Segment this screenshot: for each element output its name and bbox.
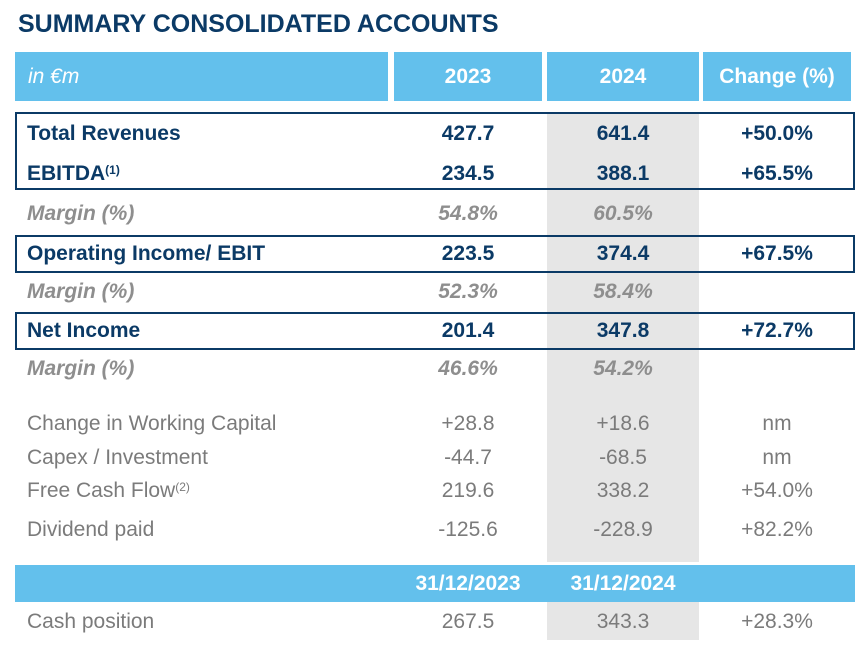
- value-2023: 267.5: [441, 610, 495, 633]
- value-2024: 54.2%: [593, 357, 653, 380]
- row-label: EBITDA (1): [27, 162, 120, 185]
- value-2024: 343.3: [596, 610, 650, 633]
- year-2024-header: 2024: [547, 52, 699, 101]
- table-row: Free Cash Flow (2) 219.6 338.2 +54.0%: [0, 474, 865, 508]
- row-label: Cash position: [27, 610, 155, 633]
- value-2024: 374.4: [596, 242, 650, 265]
- change-value: [703, 352, 851, 386]
- date-2024-header: 31/12/2024: [570, 571, 676, 595]
- cash-date-header: 31/12/2023 31/12/2024: [15, 565, 855, 602]
- value-2024: 641.4: [596, 122, 650, 145]
- row-label: Margin (%): [27, 280, 135, 303]
- value-2023: 46.6%: [438, 357, 498, 380]
- unit-header: in €m: [15, 52, 388, 101]
- row-label: Total Revenues: [27, 122, 181, 145]
- value-2024: 58.4%: [593, 280, 653, 303]
- row-label: Net Income: [27, 319, 141, 342]
- net-income-box: [15, 312, 855, 350]
- change-value: +50.0%: [741, 122, 813, 145]
- value-2023: -44.7: [444, 446, 492, 469]
- change-value: nm: [762, 446, 792, 469]
- row-label: Change in Working Capital: [27, 412, 277, 435]
- cash-position-row: Cash position 267.5 343.3 +28.3%: [0, 605, 865, 639]
- value-2023: 223.5: [441, 242, 495, 265]
- table-row: Operating Income/ EBIT 223.5 374.4 +67.5…: [0, 237, 865, 271]
- table-row: Change in Working Capital +28.8 +18.6 nm: [0, 407, 865, 441]
- value-2024: -228.9: [593, 518, 653, 541]
- date-2023-header: 31/12/2023: [415, 571, 521, 595]
- ebit-box: [15, 235, 855, 273]
- value-2024: 388.1: [596, 162, 650, 185]
- table-row: Margin (%) 46.6% 54.2%: [0, 352, 865, 386]
- change-value: +28.3%: [741, 610, 813, 633]
- row-label: Margin (%): [27, 357, 135, 380]
- value-2024: 60.5%: [593, 202, 653, 225]
- value-2023: 427.7: [441, 122, 495, 145]
- table-row: Margin (%) 54.8% 60.5%: [0, 197, 865, 231]
- change-value: [703, 275, 851, 309]
- value-2023: 54.8%: [438, 202, 498, 225]
- year-2023-header: 2023: [394, 52, 542, 101]
- column-2024-shading: [547, 112, 699, 562]
- table-row: Total Revenues 427.7 641.4 +50.0%: [0, 117, 865, 151]
- footnote-marker: (1): [105, 163, 120, 177]
- value-2023: 234.5: [441, 162, 495, 185]
- row-label: Margin (%): [27, 202, 135, 225]
- value-2024: -68.5: [599, 446, 647, 469]
- footnote-marker: (2): [175, 480, 190, 494]
- table-row: Margin (%) 52.3% 58.4%: [0, 275, 865, 309]
- table-row: EBITDA (1) 234.5 388.1 +65.5%: [0, 157, 865, 191]
- change-value: +82.2%: [741, 518, 813, 541]
- table-row: Capex / Investment -44.7 -68.5 nm: [0, 441, 865, 475]
- row-label: Capex / Investment: [27, 446, 208, 469]
- change-value: +72.7%: [741, 319, 813, 342]
- value-2023: -125.6: [438, 518, 498, 541]
- change-value: +54.0%: [741, 479, 813, 502]
- table-row: Net Income 201.4 347.8 +72.7%: [0, 314, 865, 348]
- change-value: nm: [762, 412, 792, 435]
- value-2023: 201.4: [441, 319, 495, 342]
- row-label: Free Cash Flow (2): [27, 479, 190, 502]
- change-value: [703, 197, 851, 231]
- value-2023: 219.6: [441, 479, 495, 502]
- row-label: Dividend paid: [27, 518, 155, 541]
- row-label: Operating Income/ EBIT: [27, 242, 266, 265]
- value-2024: 338.2: [596, 479, 650, 502]
- page-title: SUMMARY CONSOLIDATED ACCOUNTS: [18, 10, 499, 38]
- change-value: +67.5%: [741, 242, 813, 265]
- revenue-ebitda-box: [15, 112, 855, 190]
- value-2024: +18.6: [596, 412, 650, 435]
- table-row: Dividend paid -125.6 -228.9 +82.2%: [0, 513, 865, 547]
- change-header: Change (%): [703, 52, 851, 101]
- value-2023: +28.8: [441, 412, 495, 435]
- cash-column-2024-shading: [547, 602, 699, 640]
- value-2024: 347.8: [596, 319, 650, 342]
- value-2023: 52.3%: [438, 280, 498, 303]
- change-value: +65.5%: [741, 162, 813, 185]
